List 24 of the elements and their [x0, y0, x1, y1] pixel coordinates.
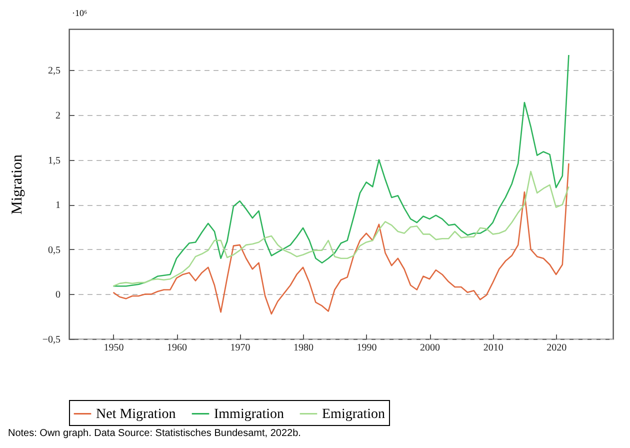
- line-series: [112, 170, 570, 287]
- x-tick-label: 1990: [356, 342, 377, 354]
- y-tick-label: 1,5: [48, 155, 60, 166]
- x-tick-label: 2010: [483, 342, 504, 354]
- y-axis-title: Migration: [9, 154, 26, 214]
- y-tick-label: 0: [56, 290, 60, 301]
- text: Notes: Own graph. Data Source: Statistisches Bundesamt, 2022b.: [8, 428, 301, 439]
- x-tick-label: 1950: [104, 342, 124, 354]
- y-tick-label: 2: [56, 110, 60, 122]
- line-series: [112, 54, 570, 287]
- legend-label: Emigration: [322, 406, 385, 422]
- y-tick-label: 1: [56, 200, 60, 212]
- x-tick-label: 2020: [546, 342, 567, 354]
- y-tick-label: 2,5: [48, 66, 60, 77]
- y-tick-label: −0,5: [42, 334, 60, 346]
- x-tick-label: 2000: [420, 342, 440, 354]
- legend-label: Net Migration: [96, 406, 176, 422]
- x-tick-label: 1960: [167, 342, 188, 354]
- line-series: [112, 162, 570, 315]
- y-tick-label: 0,5: [48, 244, 60, 256]
- x-tick-label: 1980: [294, 342, 314, 354]
- text: ·10⁶: [72, 8, 88, 18]
- legend-label: Immigration: [214, 406, 284, 422]
- x-tick-label: 1970: [230, 342, 250, 354]
